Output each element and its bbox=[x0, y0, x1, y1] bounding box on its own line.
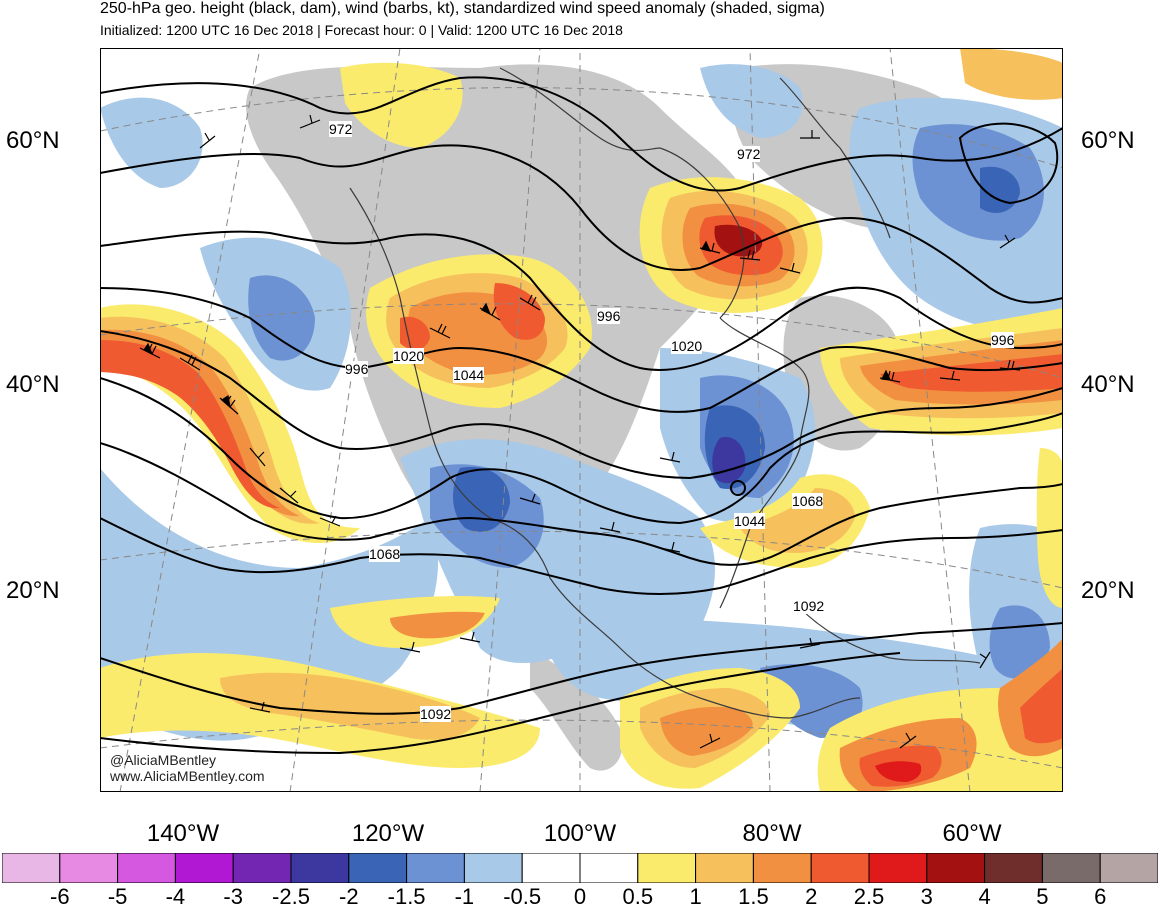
colorbar-swatch bbox=[579, 853, 639, 883]
height-contours bbox=[100, 76, 1063, 755]
colorbar-swatch bbox=[2, 853, 61, 883]
colorbar-tick-label: 2 bbox=[805, 884, 818, 909]
colorbar-tick-label: -3 bbox=[223, 884, 243, 909]
colorbar-tick-label: 1.5 bbox=[738, 884, 769, 909]
contour-label: 1068 bbox=[369, 546, 401, 562]
colorbar-swatch bbox=[695, 853, 754, 883]
colorbar-tick-label: 1 bbox=[689, 884, 702, 909]
colorbar-swatch bbox=[521, 853, 581, 883]
contour-label: 972 bbox=[737, 146, 761, 162]
wind-barbs bbox=[139, 114, 1021, 749]
colorbar-swatch bbox=[810, 853, 870, 883]
chart-title: 250-hPa geo. height (black, dam), wind (… bbox=[100, 0, 825, 17]
colorbar-swatch bbox=[174, 853, 234, 883]
colorbar-swatch bbox=[637, 853, 697, 883]
contour-label: 972 bbox=[329, 121, 353, 137]
colorbar-swatch bbox=[926, 853, 986, 883]
lon-label-120w: 120°W bbox=[351, 820, 425, 847]
colorbar-tick-label: -5 bbox=[107, 884, 128, 909]
contour-label: 996 bbox=[345, 361, 369, 377]
colorbar-tick-label: -0.5 bbox=[503, 884, 542, 909]
lat-label-40n-right: 40°N bbox=[1081, 371, 1135, 398]
colorbar-tick-label: -1.5 bbox=[387, 884, 426, 909]
contour-label: 1044 bbox=[734, 513, 766, 529]
lat-label-20n-left: 20°N bbox=[6, 577, 60, 604]
contour-label: 996 bbox=[991, 332, 1015, 348]
colorbar bbox=[2, 853, 1158, 883]
colorbar-tick-label: -2.5 bbox=[272, 884, 310, 909]
colorbar-swatch bbox=[752, 853, 812, 883]
weather-map bbox=[100, 48, 1063, 792]
colorbar-swatch bbox=[290, 853, 350, 883]
colorbar-swatch bbox=[868, 853, 928, 883]
lat-label-60n-right: 60°N bbox=[1081, 127, 1135, 154]
lat-label-40n-left: 40°N bbox=[6, 371, 60, 398]
contour-label: 996 bbox=[597, 308, 621, 324]
contour-label: 1020 bbox=[393, 348, 425, 364]
colorbar-swatch bbox=[1099, 853, 1158, 883]
colorbar-swatch bbox=[1041, 853, 1101, 883]
lon-label-140w: 140°W bbox=[146, 820, 220, 847]
lat-label-20n-right: 20°N bbox=[1081, 577, 1135, 604]
colorbar-tick-label: 2.5 bbox=[853, 884, 885, 909]
contour-label: 1092 bbox=[420, 706, 452, 722]
map-frame bbox=[100, 48, 1063, 792]
contour-label: 1044 bbox=[453, 367, 485, 383]
lon-label-80w: 80°W bbox=[742, 820, 802, 847]
colorbar-tick-label: 5 bbox=[1036, 884, 1049, 909]
colorbar-tick-label: -4 bbox=[165, 884, 186, 909]
colorbar-swatch bbox=[348, 853, 408, 883]
contour-label: 1068 bbox=[792, 493, 824, 509]
graticule bbox=[100, 48, 1063, 792]
colorbar-swatch bbox=[117, 853, 176, 883]
colorbar-swatch bbox=[232, 853, 292, 883]
contour-label: 1020 bbox=[671, 338, 703, 354]
colorbar-swatch bbox=[406, 853, 465, 883]
colorbar-tick-label: -1 bbox=[454, 884, 475, 909]
coastlines bbox=[349, 67, 981, 719]
colorbar-swatch bbox=[984, 853, 1043, 883]
chart-subtitle: Initialized: 1200 UTC 16 Dec 2018 | Fore… bbox=[100, 22, 623, 38]
colorbar-tick-label: 4 bbox=[978, 884, 991, 909]
colorbar-swatch bbox=[463, 853, 523, 883]
colorbar-tick-label: 0.5 bbox=[622, 884, 654, 909]
colorbar-tick-label: 3 bbox=[920, 884, 933, 909]
credit-url: www.AliciaMBentley.com bbox=[110, 768, 265, 784]
colorbar-swatch bbox=[59, 853, 119, 883]
lon-label-100w: 100°W bbox=[543, 820, 617, 847]
colorbar-tick-label: -2 bbox=[339, 884, 359, 909]
contour-label: 1092 bbox=[793, 598, 825, 614]
credit-handle: @AliciaMBentley bbox=[110, 752, 217, 768]
lon-label-60w: 60°W bbox=[942, 820, 1002, 847]
colorbar-tick-label: -6 bbox=[50, 884, 70, 909]
colorbar-tick-label: 6 bbox=[1094, 884, 1107, 909]
colorbar-tick-label: 0 bbox=[573, 884, 587, 909]
lat-label-60n-left: 60°N bbox=[6, 127, 60, 154]
